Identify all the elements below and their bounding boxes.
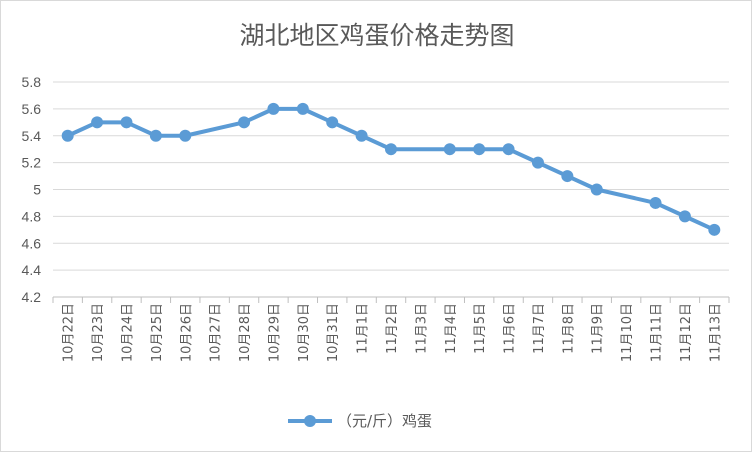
x-tick-label: 11月3日 (414, 303, 429, 354)
x-axis-ticks: 10月22日 10月23日 10月24日 10月25日 10月26日 10月27日 10月2… (62, 303, 724, 362)
x-tick-label: 10月28日 (238, 303, 253, 362)
data-point (267, 102, 280, 115)
x-tick-label: 10月29日 (267, 303, 282, 362)
x-tick-label: 10月25日 (150, 303, 165, 362)
data-point (649, 196, 662, 209)
y-tick-label: 4.8 (22, 208, 42, 224)
legend-label: （元/斤）鸡蛋 (337, 412, 432, 430)
x-tick-label: 11月2日 (385, 303, 400, 354)
series-line (66, 106, 716, 232)
data-point (326, 116, 339, 129)
x-tick-label: 11月11日 (650, 303, 665, 362)
x-tick-label: 10月23日 (91, 303, 106, 362)
y-tick-label: 5 (33, 182, 41, 198)
data-point (120, 116, 133, 129)
series-layer (61, 102, 721, 236)
y-tick-label: 5.8 (22, 74, 42, 90)
y-axis-ticks: 4.2 4.4 4.6 4.8 5 5.2 5.4 5.6 5.8 (22, 74, 42, 305)
data-point (708, 223, 721, 236)
y-tick-label: 5.4 (22, 128, 42, 144)
data-point (531, 156, 544, 169)
x-tick-label: 10月22日 (62, 303, 77, 362)
data-point (502, 143, 515, 156)
x-tick-label: 11月8日 (561, 303, 576, 354)
data-point (149, 129, 162, 142)
x-tick-label: 10月30日 (297, 303, 312, 362)
x-tick-label: 11月12日 (679, 303, 694, 362)
legend-marker (304, 415, 316, 427)
x-tick-label: 11月5日 (473, 303, 488, 354)
data-point (590, 183, 603, 196)
gridlines (53, 81, 729, 298)
data-point (561, 170, 574, 183)
x-tick-label: 11月10日 (620, 303, 635, 362)
data-point (238, 116, 251, 129)
x-tick-label: 11月13日 (708, 303, 723, 362)
x-axis (52, 296, 730, 303)
legend: （元/斤）鸡蛋 (288, 412, 432, 430)
y-tick-label: 4.2 (22, 289, 42, 305)
data-point (355, 129, 368, 142)
y-tick-label: 5.6 (22, 101, 42, 117)
y-tick-label: 4.4 (22, 262, 42, 278)
x-tick-label: 11月7日 (532, 303, 547, 354)
data-point (91, 116, 104, 129)
x-tick-label: 10月24日 (120, 303, 135, 362)
data-point (473, 143, 486, 156)
data-point (179, 129, 192, 142)
y-tick-label: 5.2 (22, 155, 42, 171)
data-point (385, 143, 397, 156)
x-tick-label: 11月9日 (591, 303, 606, 354)
x-tick-label: 11月4日 (444, 303, 459, 354)
x-tick-label: 11月1日 (356, 303, 371, 354)
x-tick-label: 10月27日 (209, 303, 224, 362)
y-tick-label: 4.6 (22, 235, 42, 251)
x-tick-label: 10月31日 (326, 303, 341, 362)
data-point (443, 143, 456, 156)
data-point (296, 102, 309, 115)
chart-title: 湖北地区鸡蛋价格走势图 (239, 21, 514, 50)
x-tick-label: 11月6日 (503, 303, 518, 354)
x-tick-label: 10月26日 (179, 303, 194, 362)
data-point (678, 210, 691, 223)
data-point (61, 129, 74, 142)
